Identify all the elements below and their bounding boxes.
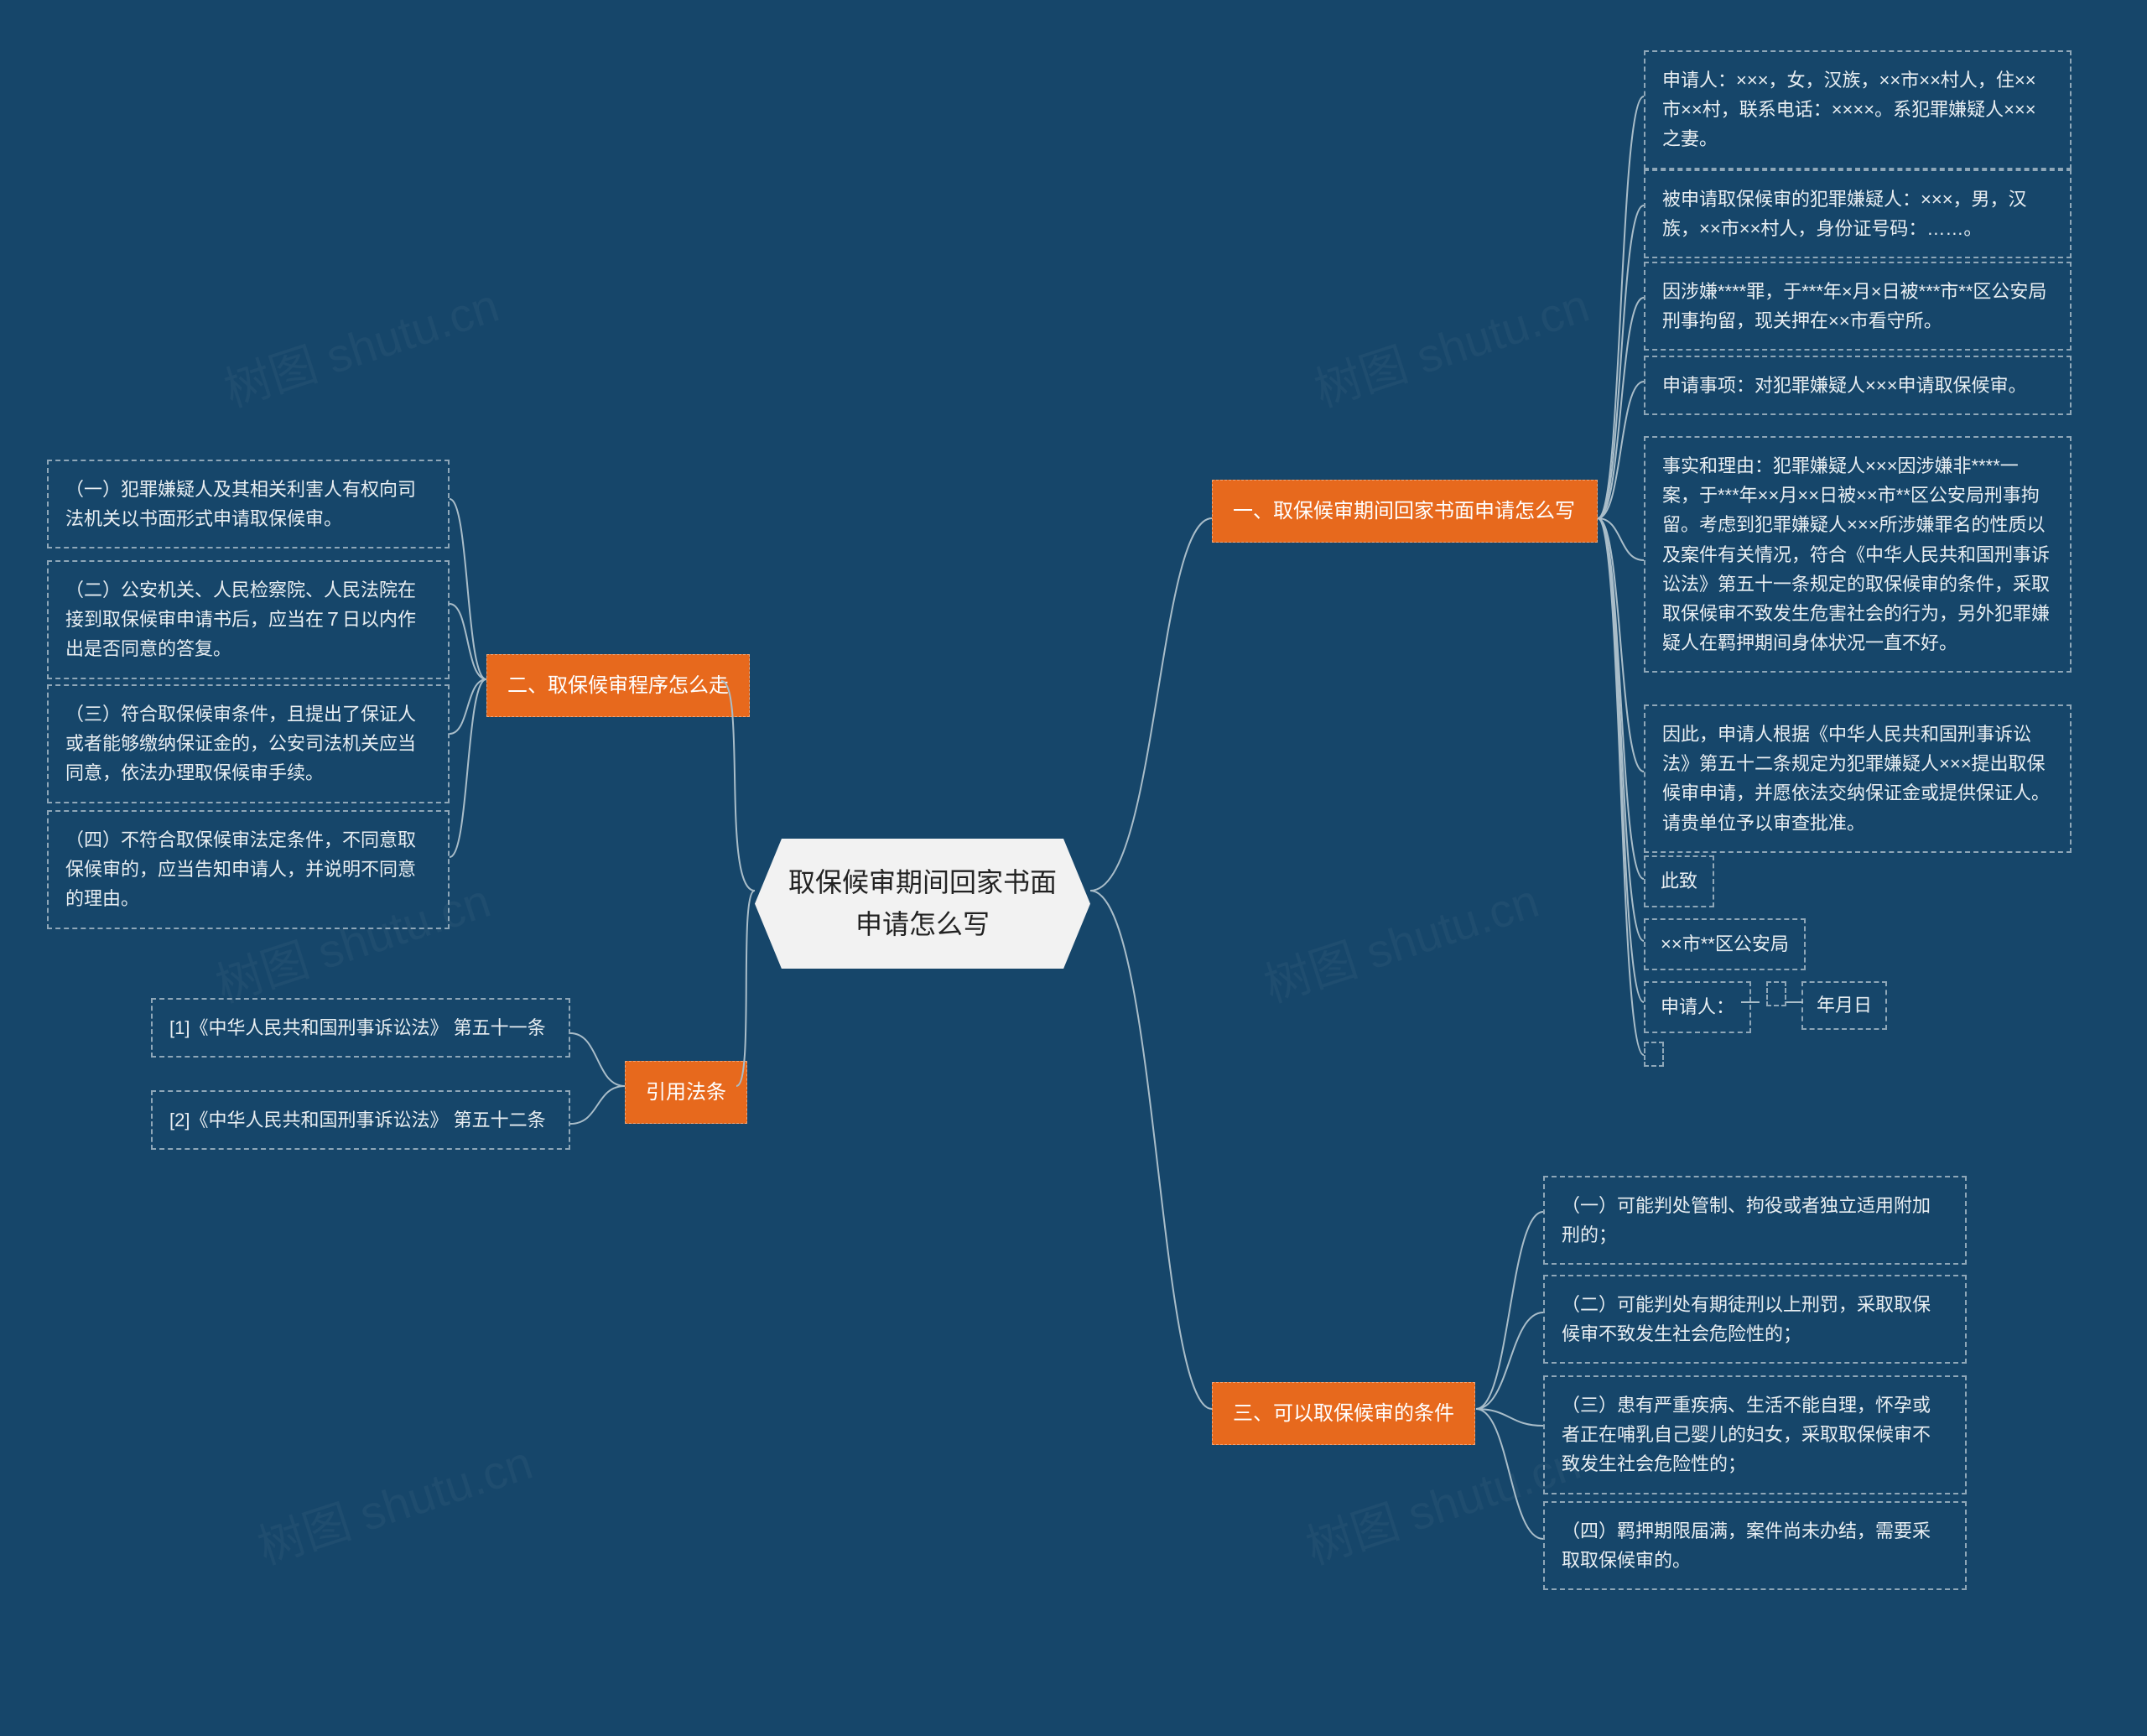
leaf-b1-3: 因涉嫌****罪，于***年×月×日被***市**区公安局刑事拘留，现关押在××… <box>1644 262 2072 351</box>
leaf-b1-9: 申请人： <box>1644 981 1751 1033</box>
leaf-b2-3: （三）符合取保候审条件，且提出了保证人或者能够缴纳保证金的，公安司法机关应当同意… <box>47 684 450 803</box>
leaf-b3-4: （四）羁押期限届满，案件尚未办结，需要采取取保候审的。 <box>1543 1501 1967 1590</box>
leaf-b1-8: ××市**区公安局 <box>1644 918 1806 970</box>
watermark: 树图 shutu.cn <box>1305 268 1597 421</box>
leaf-b1-9-gap <box>1766 981 1786 1006</box>
leaf-b2-2: （二）公安机关、人民检察院、人民法院在接到取保候审申请书后，应当在７日以内作出是… <box>47 560 450 679</box>
leaf-b1-6: 因此，申请人根据《中华人民共和国刑事诉讼法》第五十二条规定为犯罪嫌疑人×××提出… <box>1644 704 2072 853</box>
branch-2: 二、取保候审程序怎么走 <box>486 654 750 717</box>
center-node: 取保候审期间回家书面申请怎么写 <box>755 839 1090 969</box>
leaf-b1-2: 被申请取保候审的犯罪嫌疑人：×××，男，汉族，××市××村人，身份证号码：……。 <box>1644 169 2072 258</box>
leaf-b1-4: 申请事项：对犯罪嫌疑人×××申请取保候审。 <box>1644 356 2072 415</box>
watermark: 树图 shutu.cn <box>215 268 507 421</box>
leaf-b3-3: （三）患有严重疾病、生活不能自理，怀孕或者正在哺乳自己婴儿的妇女，采取取保候审不… <box>1543 1375 1967 1494</box>
leaf-b1-1: 申请人：×××，女，汉族，××市××村人，住××市××村，联系电话：××××。系… <box>1644 50 2072 169</box>
leaf-b3-1: （一）可能判处管制、拘役或者独立适用附加刑的； <box>1543 1176 1967 1265</box>
watermark: 树图 shutu.cn <box>248 1426 540 1578</box>
leaf-b1-7: 此致 <box>1644 855 1714 907</box>
leaf-b1-9-sub: 年月日 <box>1801 981 1887 1030</box>
watermark: 树图 shutu.cn <box>1255 864 1547 1016</box>
leaf-b4-1: [1]《中华人民共和国刑事诉讼法》 第五十一条 <box>151 998 570 1058</box>
branch-4: 引用法条 <box>625 1061 747 1124</box>
branch-3: 三、可以取保候审的条件 <box>1212 1382 1475 1445</box>
leaf-b4-2: [2]《中华人民共和国刑事诉讼法》 第五十二条 <box>151 1090 570 1150</box>
leaf-b1-9-row: 申请人： 年月日 <box>1644 981 1887 1033</box>
branch-1: 一、取保候审期间回家书面申请怎么写 <box>1212 480 1598 543</box>
leaf-b1-5: 事实和理由：犯罪嫌疑人×××因涉嫌非****一案，于***年××月××日被××市… <box>1644 436 2072 673</box>
leaf-b3-2: （二）可能判处有期徒刑以上刑罚，采取取保候审不致发生社会危险性的； <box>1543 1275 1967 1364</box>
leaf-b2-4: （四）不符合取保候审法定条件，不同意取保候审的，应当告知申请人，并说明不同意的理… <box>47 810 450 929</box>
leaf-b1-tail <box>1644 1042 1664 1067</box>
leaf-b2-1: （一）犯罪嫌疑人及其相关利害人有权向司法机关以书面形式申请取保候审。 <box>47 460 450 548</box>
